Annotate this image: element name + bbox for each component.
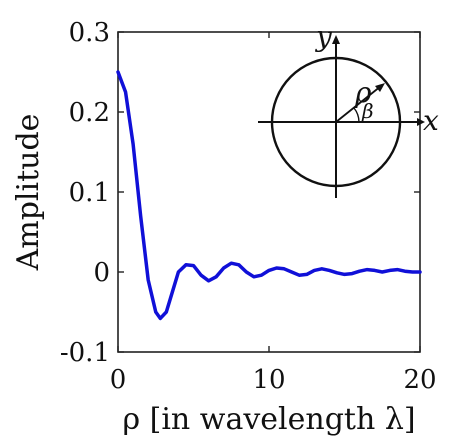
x-tick-label: 20 bbox=[403, 365, 436, 395]
inset-rho-arrowhead bbox=[375, 83, 385, 92]
inset-x-label: x bbox=[423, 104, 439, 137]
y-axis-label: Amplitude bbox=[11, 114, 46, 272]
x-tick-label: 0 bbox=[110, 365, 127, 395]
inset-beta-label: β bbox=[361, 99, 374, 123]
inset-y-arrowhead bbox=[332, 35, 340, 44]
inset-diagram: y x ρ β bbox=[258, 20, 439, 198]
y-tick-label: 0.2 bbox=[69, 98, 110, 128]
inset-beta-arc bbox=[353, 107, 360, 123]
x-axis-label: ρ [in wavelength λ] bbox=[122, 402, 415, 437]
inset-x-arrowhead bbox=[417, 118, 425, 126]
plot-frame bbox=[117, 31, 421, 353]
y-tick-label: 0 bbox=[93, 258, 110, 288]
y-tick-labels: -0.1 0 0.1 0.2 0.3 bbox=[60, 18, 110, 368]
x-tick-label: 10 bbox=[252, 365, 285, 395]
x-tick-labels: 0 10 20 bbox=[110, 365, 437, 395]
inset-rho-vector bbox=[335, 85, 382, 123]
inset-y-label: y bbox=[314, 20, 333, 53]
axis-ticks bbox=[117, 31, 421, 353]
y-tick-label: 0.1 bbox=[69, 178, 110, 208]
y-tick-label: 0.3 bbox=[69, 18, 110, 48]
y-tick-label: -0.1 bbox=[60, 338, 110, 368]
inset-rho-label: ρ bbox=[354, 76, 372, 109]
series-line bbox=[116, 70, 422, 321]
